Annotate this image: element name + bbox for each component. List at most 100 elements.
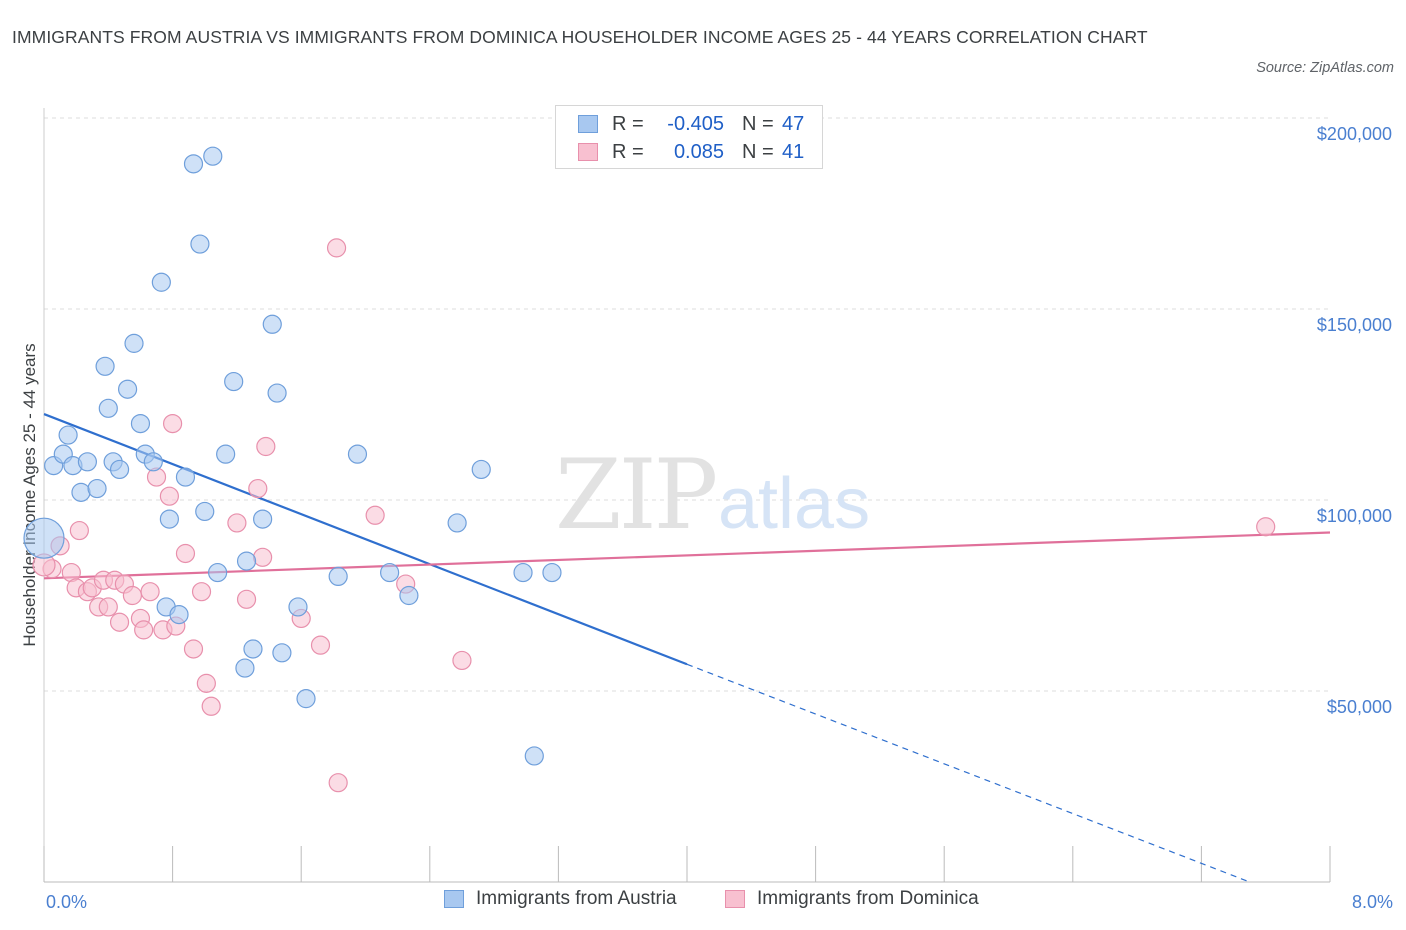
- dominica-point: [175, 543, 196, 564]
- dominica-point: [310, 635, 331, 655]
- austria-point: [267, 383, 287, 403]
- watermark: ZIP atlas: [555, 439, 870, 551]
- austria-point: [151, 272, 171, 292]
- austria-point: [243, 639, 263, 659]
- legend-row-dominica: R = 0.085 N = 41: [578, 138, 804, 166]
- y-tick-label: $50,000: [1327, 697, 1392, 717]
- r-label: R =: [612, 112, 644, 135]
- grid-lines: [44, 117, 1330, 692]
- austria-point: [253, 509, 273, 529]
- legend-item-dominica[interactable]: Immigrants from Dominica: [725, 888, 979, 910]
- legend-row-austria: R = -0.405 N = 47: [578, 110, 804, 138]
- austria-point: [288, 597, 308, 617]
- austria-point: [208, 562, 228, 583]
- x-tick-label: 8.0%: [1352, 892, 1393, 912]
- dominica-point: [326, 238, 347, 258]
- chart-title: IMMIGRANTS FROM AUSTRIA VS IMMIGRANTS FR…: [12, 27, 1148, 47]
- dominica-points: [32, 238, 1276, 793]
- dominica-point: [134, 620, 154, 640]
- n-value: 41: [782, 140, 805, 163]
- n-label: N =: [742, 140, 774, 163]
- austria-points: [23, 146, 562, 766]
- dominica-point: [191, 582, 212, 602]
- austria-trend-extension: [686, 663, 1250, 883]
- austria-point: [169, 604, 189, 625]
- austria-point: [216, 444, 236, 464]
- austria-point: [399, 585, 419, 606]
- r-value: 0.085: [673, 140, 724, 163]
- austria-point: [203, 146, 223, 166]
- dominica-point: [253, 547, 273, 567]
- legend-label-dominica: Immigrants from Dominica: [757, 888, 979, 909]
- dominica-point: [1256, 517, 1276, 537]
- dominica-point: [227, 513, 247, 533]
- austria-point: [513, 562, 533, 583]
- austria-point: [524, 746, 544, 766]
- dominica-point: [159, 486, 179, 506]
- austria-point: [87, 478, 107, 499]
- austria-point: [262, 314, 282, 334]
- austria-point: [98, 398, 118, 418]
- austria-point: [190, 234, 210, 254]
- r-value: -0.405: [667, 112, 724, 135]
- source-label: Source: ZipAtlas.com: [1256, 60, 1394, 76]
- watermark-atlas: atlas: [718, 464, 870, 544]
- legend-item-austria[interactable]: Immigrants from Austria: [444, 888, 677, 910]
- austria-point: [296, 689, 316, 709]
- y-tick-label: $100,000: [1317, 506, 1392, 526]
- dominica-point: [201, 696, 221, 716]
- dominica-point: [328, 773, 348, 793]
- austria-point: [95, 356, 115, 376]
- austria-point: [117, 379, 138, 399]
- austria-point: [380, 562, 400, 583]
- dominica-point: [452, 650, 472, 671]
- austria-swatch: [578, 115, 598, 133]
- austria-point: [143, 452, 163, 472]
- y-tick-label: $200,000: [1317, 124, 1392, 144]
- austria-point: [236, 551, 257, 571]
- dominica-point: [163, 414, 183, 434]
- austria-point: [159, 509, 179, 529]
- austria-point: [58, 425, 78, 445]
- austria-point: [183, 154, 204, 174]
- y-axis-label: Householder Income Ages 25 - 44 years: [20, 343, 39, 646]
- dominica-point: [98, 597, 118, 617]
- x-tick-label: 0.0%: [46, 892, 87, 912]
- legend-label-austria: Immigrants from Austria: [476, 888, 677, 909]
- austria-point: [447, 513, 467, 533]
- watermark-zip: ZIP: [555, 439, 716, 551]
- austria-point: [77, 452, 98, 472]
- austria-point: [175, 467, 196, 487]
- austria-point: [347, 444, 368, 464]
- austria-point: [272, 643, 292, 663]
- dominica-point: [69, 520, 89, 541]
- r-label: R =: [612, 140, 644, 163]
- dominica-trend-line: [43, 531, 1331, 580]
- dominica-point: [109, 612, 130, 632]
- austria-point: [471, 459, 491, 480]
- dominica-point: [365, 505, 385, 525]
- austria-point: [71, 482, 91, 502]
- y-tick-labels: $50,000 $100,000 $150,000 $200,000: [1317, 124, 1392, 717]
- austria-point: [109, 459, 130, 480]
- n-label: N =: [742, 112, 774, 135]
- dominica-point: [122, 585, 143, 606]
- correlation-legend: R = -0.405 N = 47 R = 0.085 N = 41: [555, 105, 823, 169]
- dominica-point: [256, 436, 276, 457]
- y-tick-label: $150,000: [1317, 315, 1392, 335]
- austria-point: [195, 501, 215, 522]
- austria-point: [23, 517, 65, 559]
- dominica-swatch: [725, 890, 745, 908]
- austria-swatch: [444, 890, 464, 908]
- austria-point: [224, 371, 244, 392]
- dominica-point: [196, 673, 216, 693]
- austria-point: [328, 566, 348, 587]
- austria-point: [130, 414, 151, 434]
- dominica-point: [236, 589, 257, 609]
- n-value: 47: [782, 112, 805, 135]
- x-tick-labels: 0.0% 8.0%: [46, 892, 1393, 912]
- austria-point: [235, 658, 255, 678]
- dominica-point: [248, 478, 268, 499]
- series-legend: Immigrants from Austria Immigrants from …: [0, 888, 1406, 916]
